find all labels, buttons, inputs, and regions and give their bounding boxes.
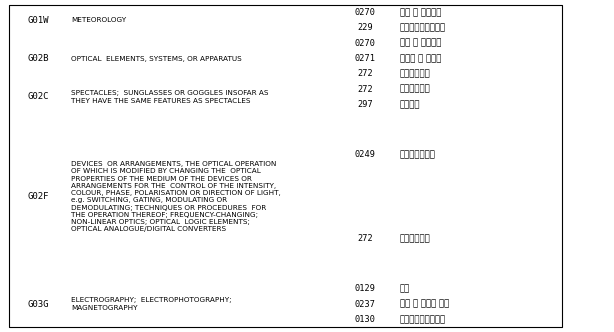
Text: 272: 272 [357,85,373,94]
Text: 0129: 0129 [355,284,376,293]
Bar [335,112,396,197]
Bar [396,5,562,20]
Text: 0237: 0237 [355,299,376,308]
Text: 229: 229 [357,24,373,33]
Text: 272: 272 [357,234,373,243]
Bar [335,296,396,312]
Text: G02F: G02F [28,192,49,201]
Bar [396,51,562,66]
Text: 기록인쇄출판및목제: 기록인쇄출판및목제 [400,315,446,324]
Text: G03G: G03G [28,299,49,308]
Text: 기타광학기기: 기타광학기기 [400,234,430,243]
Text: 297: 297 [357,100,373,109]
Text: 0270: 0270 [355,8,376,17]
Text: 기타광학기기: 기타광학기기 [400,69,430,78]
Text: 0130: 0130 [355,315,376,324]
Bar [396,312,562,327]
Bar [396,20,562,36]
Bar [335,5,396,20]
Text: 272: 272 [357,69,373,78]
Bar [335,20,396,36]
Text: G01W: G01W [28,16,49,25]
Text: 제지 및 인쇄용 기계: 제지 및 인쇄용 기계 [400,299,449,308]
Bar [9,5,68,36]
Bar [335,66,396,82]
Bar [396,281,562,296]
Text: 측정 및 분석기기: 측정 및 분석기기 [400,39,441,48]
Bar [335,197,396,281]
Bar [335,97,396,112]
Bar [9,281,68,327]
Bar [396,197,562,281]
Bar [396,36,562,51]
Bar [68,36,335,82]
Bar [9,36,68,82]
Text: G02B: G02B [28,54,49,63]
Text: 0271: 0271 [355,54,376,63]
Bar [335,36,396,51]
Text: 디지털표시장치: 디지털표시장치 [400,150,435,159]
Text: ELECTROGRAPHY;  ELECTROPHOTOGRAPHY;
MAGNETOGRAPHY: ELECTROGRAPHY; ELECTROPHOTOGRAPHY; MAGNE… [71,297,231,311]
Text: 기타광학기기: 기타광학기기 [400,85,430,94]
Text: 기타제조: 기타제조 [400,100,420,109]
Bar [68,281,335,327]
Text: DEVICES  OR ARRANGEMENTS, THE OPTICAL OPERATION
OF WHICH IS MODIFIED BY CHANGING: DEVICES OR ARRANGEMENTS, THE OPTICAL OPE… [71,161,281,232]
Text: 0249: 0249 [355,150,376,159]
Bar [335,82,396,97]
Text: SPECTACLES;  SUNGLASSES OR GOGGLES INSOFAR AS
THEY HAVE THE SAME FEATURES AS SPE: SPECTACLES; SUNGLASSES OR GOGGLES INSOFA… [71,90,269,104]
Text: OPTICAL  ELEMENTS, SYSTEMS, OR APPARATUS: OPTICAL ELEMENTS, SYSTEMS, OR APPARATUS [71,56,242,62]
Bar [396,112,562,197]
Bar [335,312,396,327]
Text: 0270: 0270 [355,39,376,48]
Bar [9,82,68,112]
Bar [9,112,68,281]
Text: 측정 및 분석기기: 측정 및 분석기기 [400,8,441,17]
Bar [396,66,562,82]
Bar [68,82,335,112]
Bar [335,281,396,296]
Text: METEOROLOGY: METEOROLOGY [71,17,126,23]
Text: 인쇄: 인쇄 [400,284,410,293]
Text: 잘영기 및 영사기: 잘영기 및 영사기 [400,54,441,63]
Text: 기타일반목적용기계: 기타일반목적용기계 [400,24,446,33]
Bar [396,97,562,112]
Bar [396,82,562,97]
Bar [396,296,562,312]
Bar [335,51,396,66]
Text: G02C: G02C [28,93,49,102]
Bar [68,5,335,36]
Bar [68,112,335,281]
